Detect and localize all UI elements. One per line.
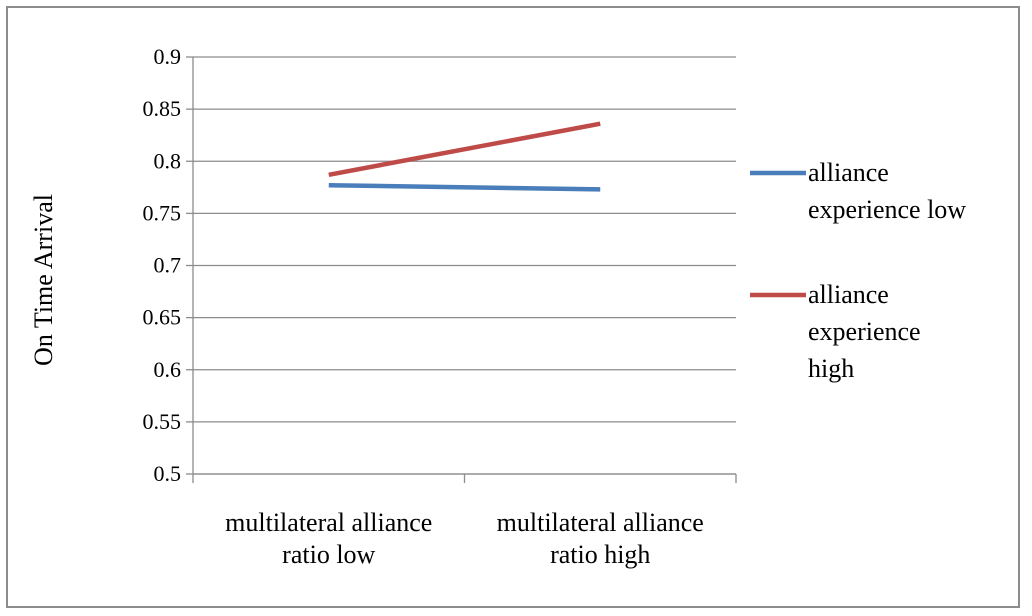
legend-label-line: alliance xyxy=(808,158,889,187)
legend-label: alliance experience low xyxy=(808,158,966,224)
y-tick-label: 0.7 xyxy=(154,253,182,278)
y-tick-label: 0.75 xyxy=(143,200,182,225)
legend: alliance experience low alliance experience… xyxy=(750,158,966,383)
chart-frame xyxy=(6,6,1020,608)
y-tick-label: 0.9 xyxy=(154,44,182,69)
y-tick-label: 0.8 xyxy=(154,148,182,173)
series-line-1 xyxy=(328,182,601,192)
y-tick-label: 0.5 xyxy=(154,461,182,486)
gridlines xyxy=(193,56,736,475)
legend-label-line: alliance xyxy=(808,280,889,309)
legend-label-line: experience low xyxy=(808,195,966,224)
legend-label: alliance experience high xyxy=(808,280,921,383)
axes xyxy=(186,56,737,483)
y-tick-label: 0.55 xyxy=(143,409,182,434)
x-tick-label-line: multilateral alliance xyxy=(225,508,432,537)
series-line-2 xyxy=(328,121,601,178)
x-tick-label-line: ratio low xyxy=(282,540,375,569)
y-axis-title: On Time Arrival xyxy=(29,194,58,366)
x-tick-label-line: multilateral alliance xyxy=(497,508,704,537)
legend-label-line: high xyxy=(808,354,854,383)
series-lines xyxy=(328,121,601,192)
y-tick-label: 0.65 xyxy=(143,305,182,330)
y-tick-label: 0.6 xyxy=(154,357,182,382)
x-tick-label: multilateral alliance ratio low xyxy=(225,508,432,569)
x-tick-label: multilateral alliance ratio high xyxy=(497,508,704,569)
y-tick-label: 0.85 xyxy=(143,96,182,121)
x-tick-labels: multilateral alliance ratio lowmultilater… xyxy=(225,508,704,569)
x-tick-label-line: ratio high xyxy=(550,540,650,569)
y-tick-labels: 0.5 0.55 0.6 0.65 0.7 0.75 0.8 0.85 0.9 xyxy=(143,44,182,486)
legend-label-line: experience xyxy=(808,317,921,346)
